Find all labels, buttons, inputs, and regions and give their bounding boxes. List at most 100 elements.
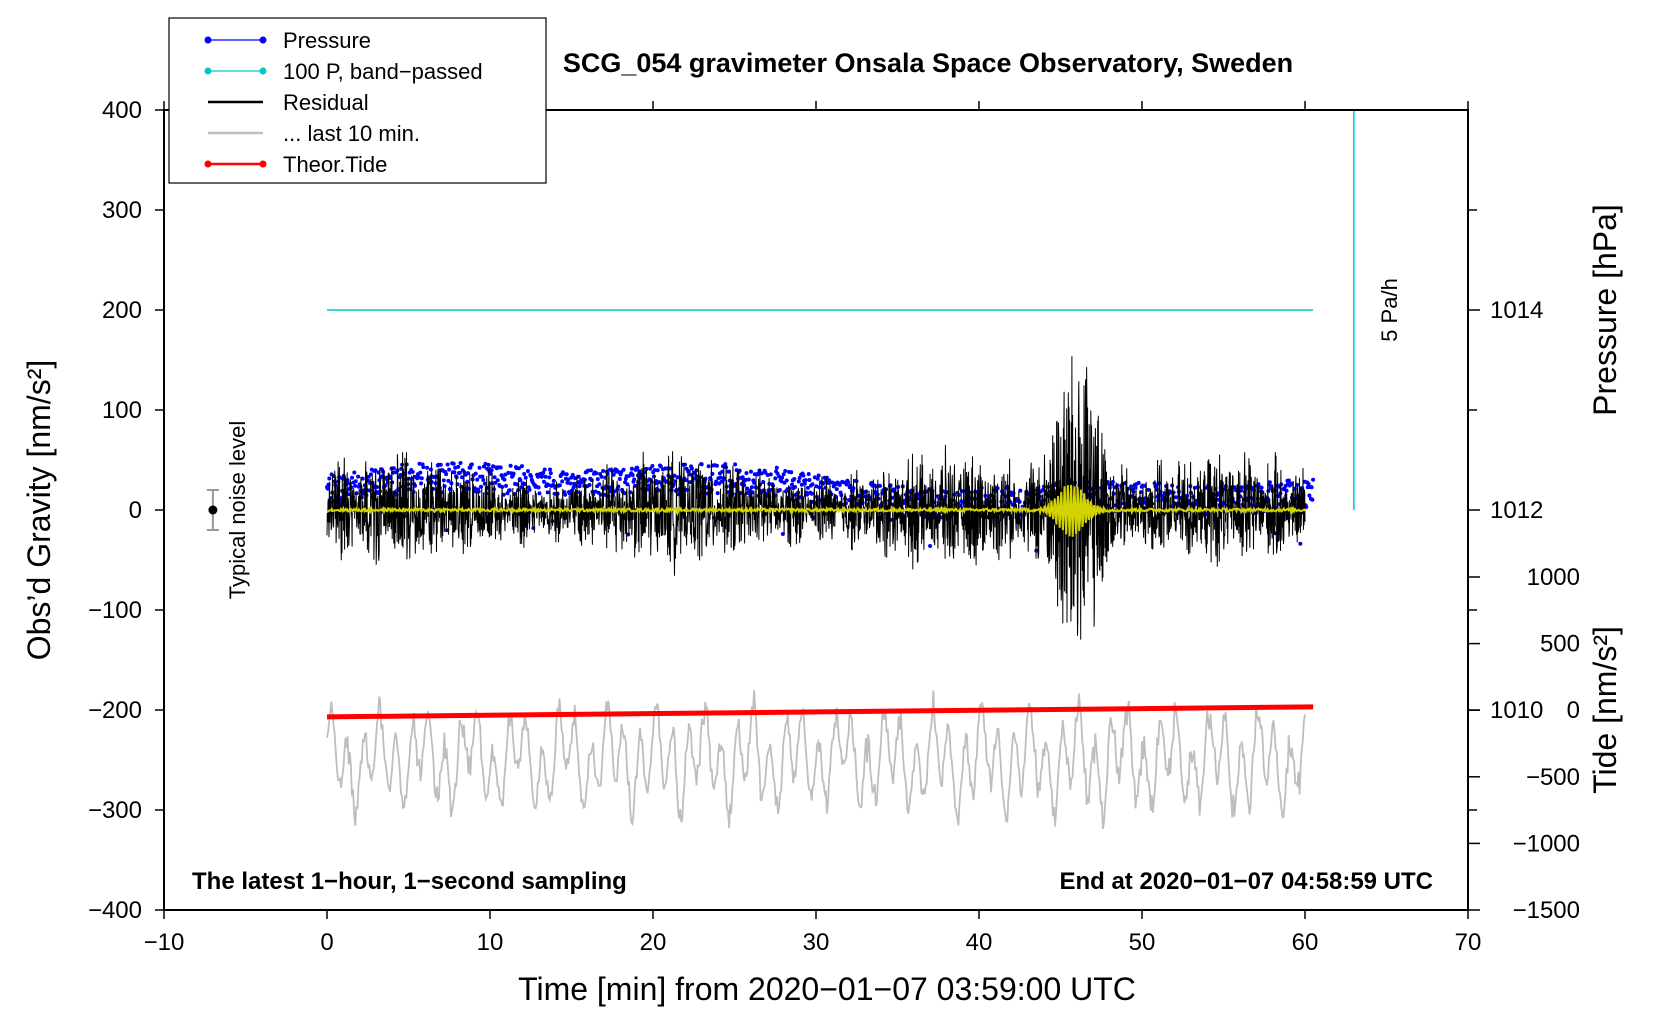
legend-marker — [259, 36, 267, 44]
pressure-point — [519, 485, 524, 490]
last-10-min-series — [326, 690, 1306, 830]
pressure-point — [805, 492, 810, 497]
pressure-point — [599, 474, 604, 479]
pressure-point — [352, 470, 357, 475]
pressure-point — [460, 475, 464, 480]
pressure-point — [498, 465, 503, 470]
pressure-point — [444, 472, 449, 477]
pressure-point — [537, 491, 542, 496]
pressure-point — [419, 481, 424, 486]
pressure-point — [805, 485, 810, 490]
pressure-point — [560, 479, 565, 484]
pressure-point — [1110, 480, 1115, 484]
pressure-point — [350, 475, 354, 480]
pressure-point — [878, 483, 882, 488]
pressure-point — [834, 487, 839, 492]
pressure-point — [809, 491, 814, 496]
pressure-point — [797, 476, 802, 480]
legend-label: 100 P, band−passed — [283, 59, 483, 84]
tide-tick-label: −1500 — [1513, 897, 1580, 924]
pressure-point — [458, 461, 463, 465]
pressure-point — [586, 468, 590, 473]
pressure-point — [816, 473, 821, 478]
noise-marker — [208, 505, 218, 515]
pressure-point — [548, 467, 552, 472]
annotation-layer: SCG_054 gravimeter Onsala Space Observat… — [21, 48, 1623, 1007]
pressure-point — [777, 488, 782, 492]
axes-layer: −10 0 10 20 30 40 50 60 704003002001000−100−200−… — [88, 97, 1580, 956]
pressure-point — [801, 473, 806, 478]
pressure-point — [438, 462, 443, 467]
tide-tick-label: −1000 — [1513, 830, 1580, 857]
pressure-point — [482, 481, 487, 486]
pressure-point — [675, 475, 680, 480]
pressure-point — [802, 481, 807, 486]
noise-level-label: Typical noise level — [225, 421, 250, 600]
pressure-point — [593, 489, 598, 494]
legend-label: Theor.Tide — [283, 152, 387, 177]
pressure-point — [789, 470, 794, 475]
bandpassed-residual-series — [327, 484, 1306, 537]
pressure-point — [541, 470, 546, 475]
pressure-point — [1146, 487, 1151, 492]
pressure-point — [327, 476, 332, 481]
pressure-point — [714, 463, 719, 468]
pressure-point — [687, 480, 692, 485]
pressure-point — [706, 464, 711, 469]
pressure-point — [354, 491, 359, 496]
pressure-tick-label: 1014 — [1490, 297, 1543, 324]
pressure-point — [576, 474, 581, 479]
pressure-point — [846, 480, 851, 485]
pressure-point — [587, 483, 592, 487]
pressure-point — [516, 466, 521, 471]
pressure-point — [421, 465, 426, 470]
pressure-point — [594, 471, 599, 476]
pressure-point — [595, 477, 600, 482]
tide-tick-label: 500 — [1540, 631, 1580, 658]
y-tick-label: −400 — [88, 897, 142, 924]
pressure-point — [1311, 477, 1316, 482]
pressure-point — [759, 471, 764, 476]
pressure-point — [495, 478, 500, 483]
pressure-point — [476, 489, 481, 494]
x-tick-label: 0 — [320, 929, 333, 956]
x-tick-label: 30 — [803, 929, 830, 956]
pressure-point — [410, 469, 415, 474]
pressure-point — [635, 465, 640, 470]
pressure-point — [1259, 485, 1264, 490]
pressure-point — [796, 479, 801, 484]
pressure-point — [749, 485, 754, 490]
pressure-point — [746, 477, 751, 482]
pressure-point — [1173, 495, 1178, 500]
series-layer — [206, 110, 1355, 830]
pressure-point — [542, 479, 546, 484]
pressure-point — [547, 475, 552, 480]
pressure-point — [466, 471, 471, 476]
tide-tick-label: −500 — [1526, 764, 1580, 791]
pressure-point — [755, 471, 760, 476]
pressure-tick-label: 1010 — [1490, 697, 1543, 724]
pressure-point — [740, 475, 745, 480]
pressure-point — [477, 465, 482, 470]
pressure-point — [726, 469, 731, 474]
pressure-point — [523, 475, 528, 480]
pressure-point — [492, 475, 497, 480]
x-tick-label: 70 — [1455, 929, 1482, 956]
pressure-point — [597, 482, 602, 487]
legend-label: Pressure — [283, 28, 371, 53]
pressure-point — [419, 476, 424, 481]
pressure-point — [551, 478, 556, 483]
pressure-point — [626, 474, 631, 478]
pressure-point — [353, 479, 358, 484]
pressure-point — [499, 473, 504, 478]
pressure-tick-label: 1012 — [1490, 497, 1543, 524]
pressure-point — [507, 488, 512, 493]
pressure-point — [563, 492, 568, 497]
pressure-point — [723, 462, 728, 467]
pressure-point — [486, 462, 491, 467]
pressure-point — [779, 479, 784, 484]
legend-marker — [259, 67, 267, 75]
pressure-point — [360, 476, 365, 481]
y-tick-label: −200 — [88, 697, 142, 724]
pressure-point — [417, 461, 422, 466]
